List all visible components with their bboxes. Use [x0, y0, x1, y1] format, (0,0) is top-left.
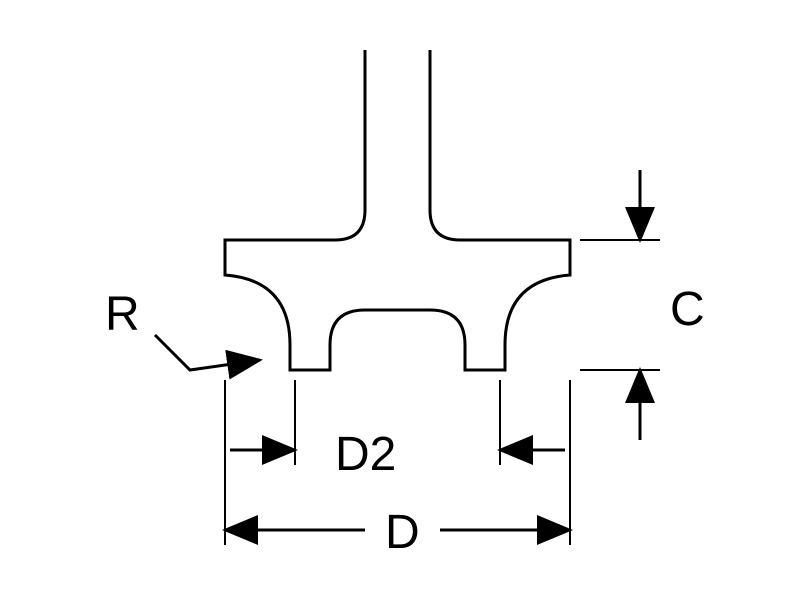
label-C: C [670, 283, 705, 336]
R-leader [155, 335, 260, 370]
bit-outline [225, 50, 570, 370]
label-R: R [105, 288, 140, 341]
router-bit-diagram: R D2 D C [0, 0, 800, 600]
label-D2: D2 [335, 428, 396, 481]
label-D: D [385, 506, 420, 559]
